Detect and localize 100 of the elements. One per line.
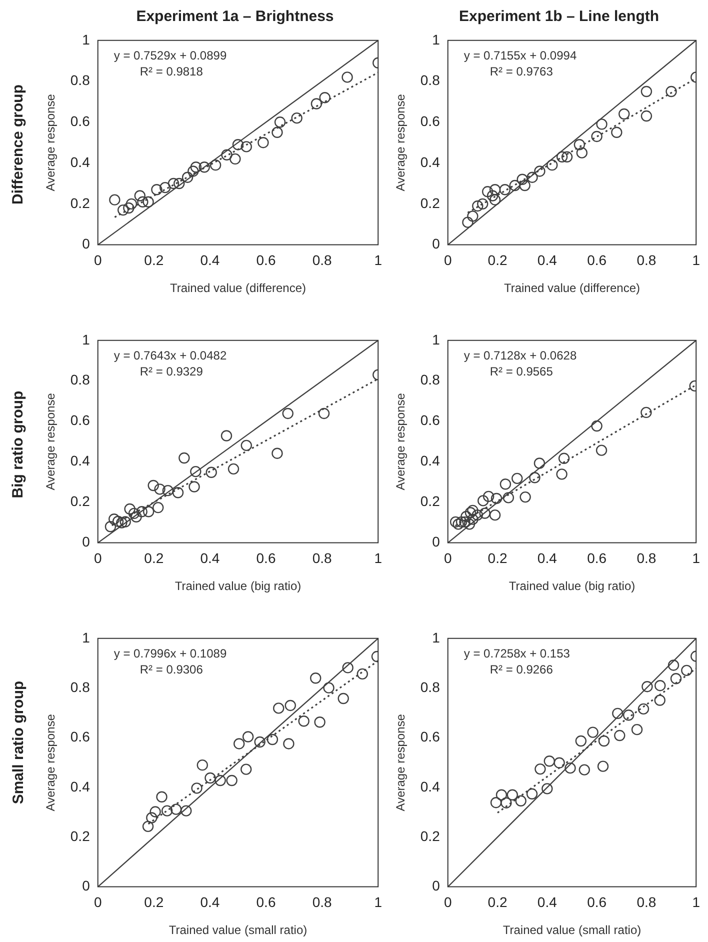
y-tick-label: 0.2: [420, 828, 440, 844]
point: [128, 508, 140, 520]
point: [342, 662, 354, 674]
point: [597, 760, 609, 772]
y-tick-label: 0: [82, 534, 90, 550]
point: [546, 159, 558, 171]
point: [190, 162, 202, 173]
point: [232, 139, 244, 150]
annotation: y = 0.7128x + 0.0628: [464, 348, 577, 363]
point: [452, 518, 464, 530]
x-tick-label: 0.6: [587, 894, 607, 910]
point: [578, 764, 590, 776]
x-tick-label: 1: [374, 252, 382, 268]
point: [460, 510, 472, 522]
y-tick-label: 0.6: [420, 113, 440, 130]
x-tick-label: 1: [692, 550, 700, 566]
point: [161, 805, 173, 816]
y-tick-label: 0: [432, 236, 440, 252]
y-axis-title: Average response: [394, 94, 408, 192]
y-tick-label: 1: [82, 331, 90, 348]
point: [587, 726, 598, 738]
point: [150, 806, 161, 818]
x-tick-label: 0.2: [488, 252, 508, 268]
annotation: R² = 0.9818: [140, 64, 204, 79]
point: [596, 118, 608, 130]
point: [154, 484, 166, 495]
point: [467, 504, 478, 516]
point: [228, 463, 240, 475]
x-tick-label: 0: [444, 894, 452, 910]
text: Big ratio group: [9, 390, 26, 498]
x-tick-label: 0.8: [312, 550, 332, 566]
point: [489, 509, 501, 521]
point: [104, 521, 116, 532]
point: [464, 518, 476, 530]
y-tick-label: 0.4: [420, 452, 440, 469]
y-tick-label: 0: [432, 534, 440, 550]
point: [323, 682, 334, 694]
x-axis-title: Trained value (difference): [170, 281, 306, 296]
point: [318, 408, 330, 420]
y-tick-label: 1: [432, 629, 440, 646]
y-tick-label: 0.6: [420, 412, 440, 428]
point: [124, 503, 136, 515]
x-tick-label: 0.8: [636, 252, 656, 268]
point: [108, 514, 120, 525]
y-axis-title: Average response: [394, 392, 408, 490]
annotation: y = 0.7643x + 0.0482: [114, 348, 227, 363]
x-tick-label: 0.2: [488, 550, 508, 566]
point: [204, 772, 216, 784]
x-tick-label: 1: [374, 894, 382, 910]
point: [182, 172, 194, 183]
x-axis-title: Trained value (big ratio): [508, 579, 636, 594]
point: [631, 724, 643, 736]
point: [180, 805, 192, 816]
point: [283, 738, 294, 750]
point: [611, 126, 622, 138]
point: [499, 184, 511, 196]
point: [670, 673, 682, 684]
point: [478, 495, 489, 506]
point: [282, 408, 294, 420]
point: [591, 130, 602, 142]
x-tick-label: 0.4: [200, 550, 220, 566]
y-tick-label: 1: [82, 629, 90, 646]
point: [681, 664, 692, 676]
y-tick-label: 0.6: [70, 728, 90, 745]
point: [274, 116, 286, 128]
y-tick-label: 0: [82, 878, 90, 894]
point: [240, 141, 252, 152]
point: [240, 764, 252, 775]
point: [272, 126, 283, 138]
point: [137, 196, 148, 208]
point: [342, 72, 353, 83]
y-tick-label: 1: [432, 31, 440, 48]
y-tick-label: 0.4: [70, 452, 90, 469]
y-axis-title: Average response: [44, 714, 58, 812]
point: [666, 86, 677, 98]
x-tick-label: 0.4: [200, 894, 220, 910]
text: Difference group: [10, 84, 27, 204]
point: [134, 190, 146, 202]
point: [618, 108, 630, 120]
point: [472, 200, 484, 212]
point: [526, 172, 538, 183]
point: [172, 487, 184, 498]
point: [136, 506, 148, 518]
point: [170, 804, 182, 815]
chart-title: Experiment 1a – Brightness: [135, 8, 335, 25]
point: [509, 180, 520, 192]
point: [500, 797, 512, 808]
point: [117, 204, 129, 216]
point: [638, 703, 650, 715]
y-tick-label: 0.6: [70, 412, 90, 428]
text: Small ratio group: [10, 680, 27, 804]
point: [198, 162, 210, 173]
point: [464, 507, 476, 518]
x-tick-label: 0.4: [537, 252, 558, 268]
point: [642, 680, 653, 692]
point: [490, 492, 502, 504]
point: [310, 672, 322, 684]
point: [152, 502, 164, 514]
y-tick-label: 1: [432, 331, 440, 348]
point: [142, 506, 154, 518]
